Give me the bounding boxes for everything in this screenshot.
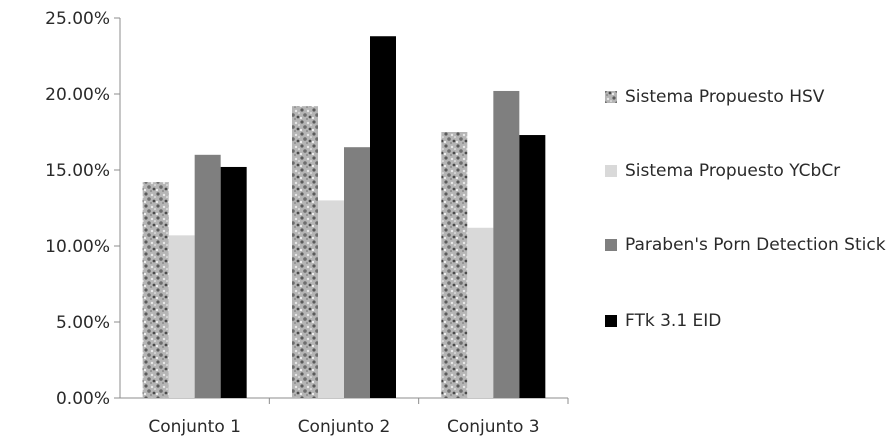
legend-label-paraben-s-porn-detection-stick: Paraben's Porn Detection Stick [625,235,886,255]
y-tick-label: 10.00% [45,237,110,257]
axis-labels: 0.00% 5.00% 10.00% 15.00% 20.00% 25.00% Conjun… [45,9,539,437]
bar-sistema-propuesto-ycbcr-conjunto-2 [318,200,344,398]
legend-label-sistema-propuesto-ycbcr: Sistema Propuesto YCbCr [625,161,840,181]
legend-label-line: FTk 3.1 EID [625,311,721,331]
legend-swatch-sistema-propuesto-ycbcr [605,165,617,177]
bar-sistema-propuesto-hsv-conjunto-1 [142,182,169,398]
legend-label-line: Paraben's Porn Detection Stick [625,235,886,255]
x-tick-label: Conjunto 3 [447,417,540,437]
y-tick-label: 15.00% [45,161,110,181]
legend-swatch-ftk-3-1-eid [605,315,617,327]
legend-swatch-sistema-propuesto-hsv [605,91,617,103]
bar-ftk-3-1-eid-conjunto-3 [519,135,546,399]
bar-sistema-propuesto-hsv-conjunto-2 [292,106,318,398]
x-tick-label: Conjunto 1 [148,417,241,437]
x-tick-label: Conjunto 2 [298,417,391,437]
bar-sistema-propuesto-ycbcr-conjunto-3 [467,227,494,398]
bar-sistema-propuesto-ycbcr-conjunto-1 [168,235,195,398]
bar-paraben-s-porn-detection-stick-conjunto-2 [344,147,370,398]
legend-label-ftk-3-1-eid: FTk 3.1 EID [625,311,721,331]
bar-sistema-propuesto-hsv-conjunto-3 [441,132,468,398]
y-tick-label: 25.00% [45,9,110,29]
legend-label-sistema-propuesto-hsv: Sistema Propuesto HSV [625,87,825,107]
legend-label-line: Sistema Propuesto HSV [625,87,825,107]
legend-swatch-paraben-s-porn-detection-stick [605,239,617,251]
y-tick-label: 5.00% [56,313,110,333]
bar-paraben-s-porn-detection-stick-conjunto-3 [493,90,520,399]
y-tick-label: 0.00% [56,389,110,409]
bar-paraben-s-porn-detection-stick-conjunto-1 [194,154,221,398]
legend: Sistema Propuesto HSV Sistema Propuesto Y… [605,87,886,331]
legend-label-line: Sistema Propuesto YCbCr [625,161,840,181]
y-tick-label: 20.00% [45,85,110,105]
bar-ftk-3-1-eid-conjunto-2 [370,36,396,399]
bars [142,36,546,399]
bar-ftk-3-1-eid-conjunto-1 [220,166,247,398]
